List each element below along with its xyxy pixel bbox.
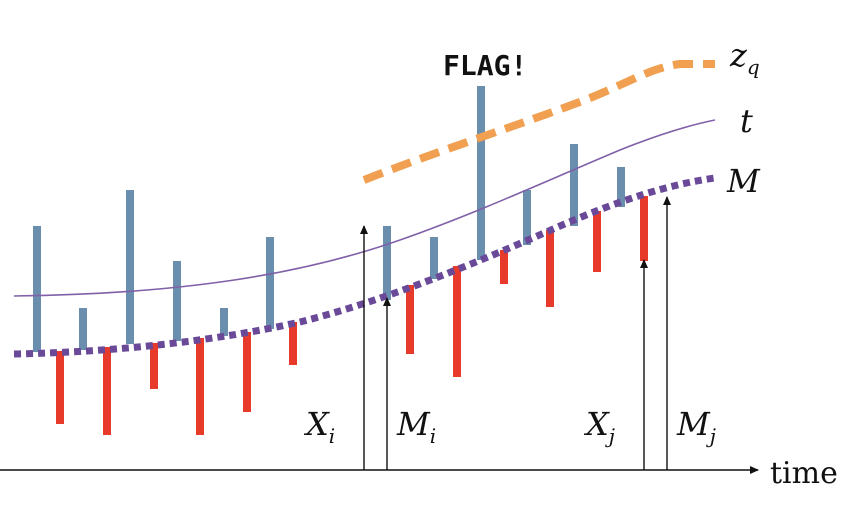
up-bar	[79, 308, 87, 350]
t-label: t	[740, 102, 753, 140]
down-bar	[406, 285, 414, 354]
time-label: time	[770, 456, 838, 491]
up-bar	[523, 190, 531, 245]
up-bar	[33, 226, 41, 352]
xj-label: Xj	[583, 405, 615, 448]
up-bar	[617, 167, 625, 207]
flag-label: FLAG!	[443, 49, 527, 82]
down-bar	[453, 266, 461, 377]
up-bar	[173, 261, 181, 341]
up-bar	[430, 237, 438, 279]
t-curve	[13, 119, 716, 297]
up-bar	[383, 226, 391, 300]
down-bar	[593, 211, 601, 272]
up-bar	[220, 308, 228, 336]
mi-label: Mi	[396, 405, 436, 448]
up-bars	[33, 86, 625, 352]
up-bar	[570, 144, 578, 226]
zq-curve	[362, 60, 715, 184]
down-bar	[640, 196, 648, 261]
down-bars	[56, 196, 648, 435]
m-label: M	[726, 162, 761, 200]
down-bar	[243, 332, 251, 412]
down-bar	[500, 250, 508, 284]
up-bar	[266, 237, 274, 329]
down-bar	[103, 347, 111, 435]
down-bar	[196, 338, 204, 435]
mj-label: Mj	[676, 405, 716, 448]
zq-label: zq	[729, 36, 760, 79]
up-bar	[477, 86, 485, 260]
down-bar	[546, 230, 554, 307]
down-bar	[289, 322, 297, 365]
up-bar	[126, 190, 134, 344]
down-bar	[56, 351, 64, 424]
down-bar	[150, 343, 158, 389]
xi-label: Xi	[303, 405, 335, 448]
m-curve	[13, 174, 716, 358]
